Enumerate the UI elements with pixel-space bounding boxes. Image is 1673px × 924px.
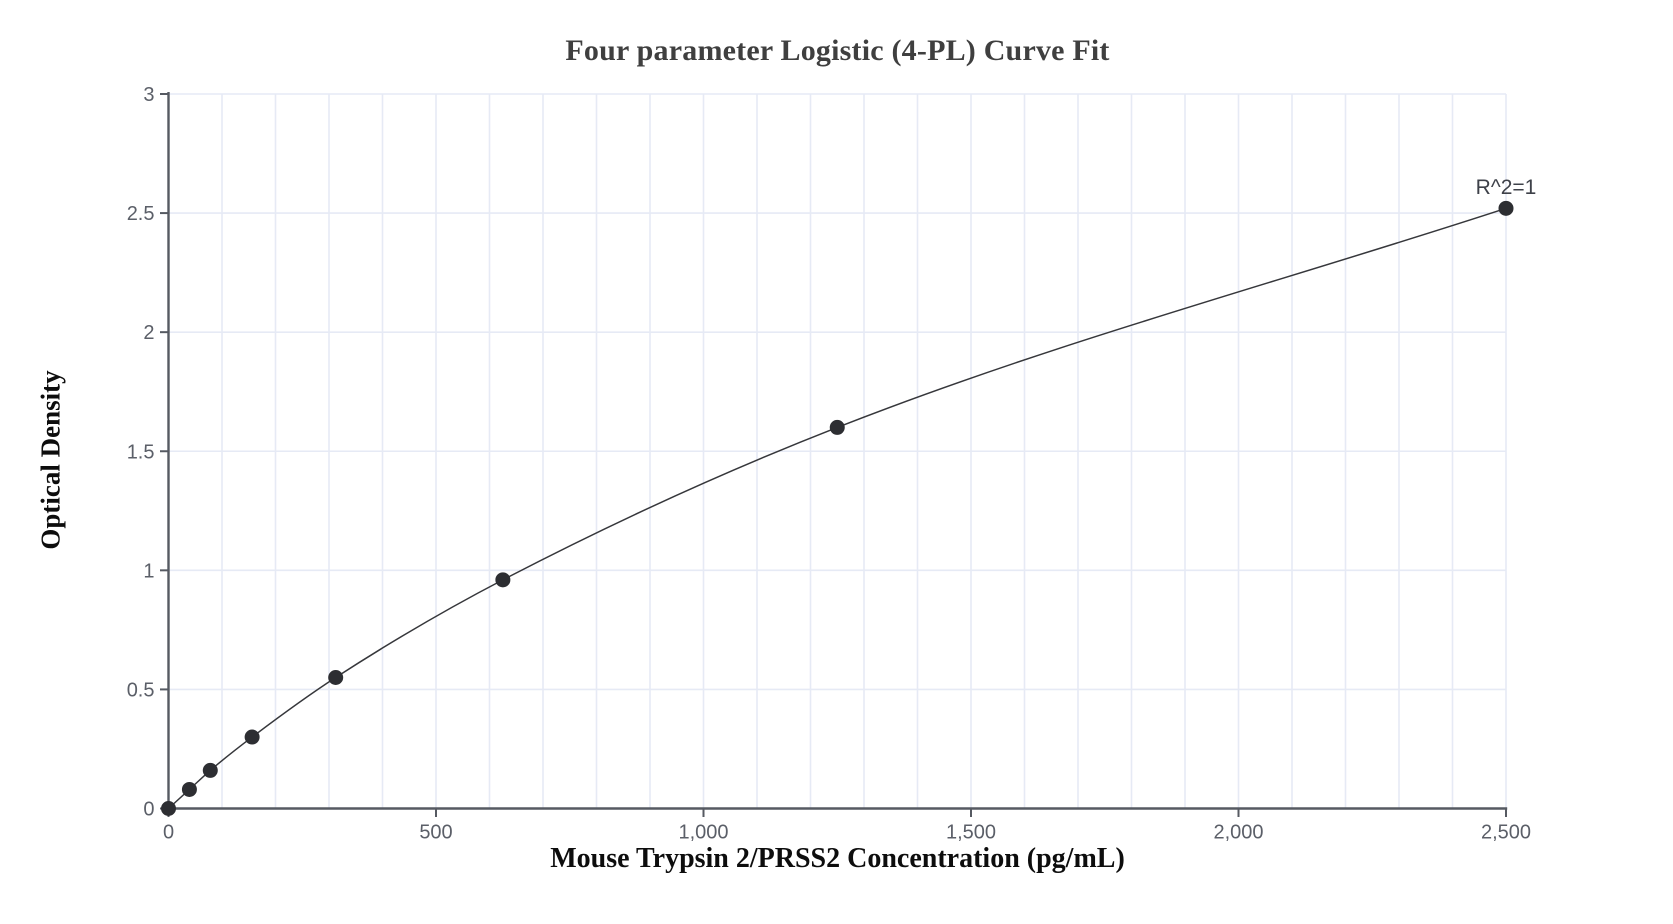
data-point bbox=[161, 801, 176, 816]
x-axis-title: Mouse Trypsin 2/PRSS2 Concentration (pg/… bbox=[550, 843, 1125, 874]
y-tick-label: 1.5 bbox=[127, 441, 155, 463]
y-tick-label: 0.5 bbox=[127, 679, 155, 701]
curve-path bbox=[167, 207, 1507, 810]
x-tick-label: 0 bbox=[163, 822, 174, 844]
data-point bbox=[202, 762, 218, 778]
data-point bbox=[244, 729, 260, 745]
y-tick-label: 2.5 bbox=[127, 203, 155, 225]
chart-title: Four parameter Logistic (4-PL) Curve Fit bbox=[565, 34, 1110, 67]
x-tick-label: 1,500 bbox=[946, 822, 996, 844]
x-tick-label: 2,000 bbox=[1213, 822, 1263, 844]
y-tick-label: 3 bbox=[143, 84, 154, 106]
y-tick-label: 0 bbox=[143, 799, 154, 821]
x-tick-label: 500 bbox=[419, 822, 452, 844]
data-point bbox=[1498, 200, 1514, 216]
y-tick-label: 1 bbox=[143, 560, 154, 582]
data-point bbox=[328, 670, 344, 686]
x-tick-label: 1,000 bbox=[678, 822, 728, 844]
x-tick-label: 2,500 bbox=[1481, 822, 1531, 844]
y-tick-label: 2 bbox=[143, 322, 154, 344]
data-point bbox=[829, 419, 845, 435]
r-squared-annotation: R^2=1 bbox=[1475, 176, 1537, 200]
data-point bbox=[495, 572, 511, 588]
data-point bbox=[181, 781, 197, 797]
